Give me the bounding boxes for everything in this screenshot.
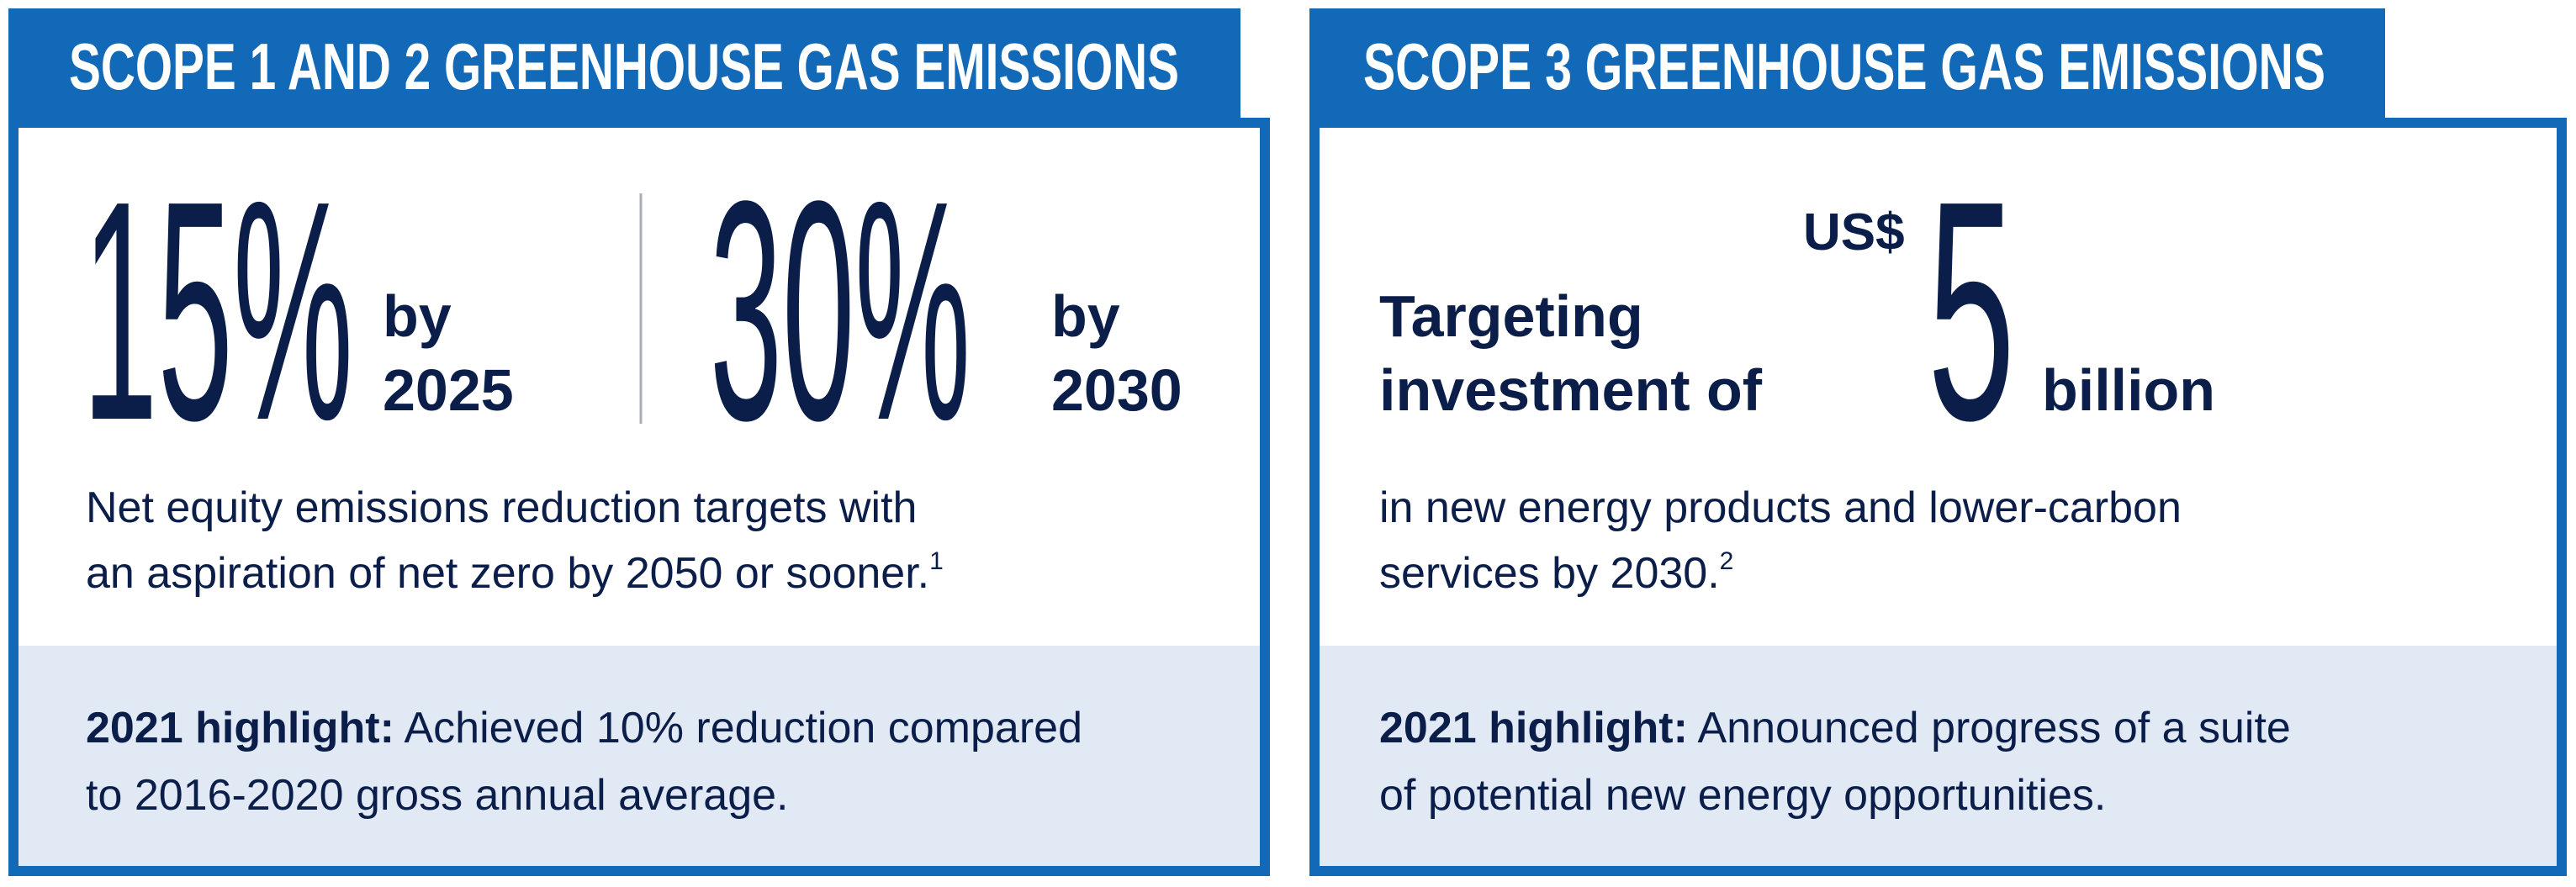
unit: billion (2042, 357, 2215, 423)
description-line: an aspiration of net zero by 2050 or soo… (86, 549, 929, 598)
highlight-label: 2021 highlight: (1379, 704, 1688, 752)
lead-text: investment of (1379, 357, 1763, 423)
target-value: 30% (710, 135, 971, 485)
footnote: 2 (1720, 547, 1734, 575)
panel-title: SCOPE 1 AND 2 GREENHOUSE GAS EMISSIONS (69, 29, 1179, 103)
highlight-band (13, 646, 1265, 871)
highlight-line: to 2016-2020 gross annual average. (86, 771, 789, 820)
description: an aspiration of net zero by 2050 or soo… (86, 547, 944, 598)
amount: 5 (1928, 135, 2015, 485)
panel-tab (1309, 8, 2385, 126)
highlight-band (1314, 646, 2562, 871)
footnote: 1 (929, 547, 944, 575)
panel-tab (8, 8, 1240, 126)
description: Net equity emissions reduction targets w… (86, 483, 917, 532)
description: in new energy products and lower-carbon (1379, 483, 2182, 532)
panel-scope-3: SCOPE 3 GREENHOUSE GAS EMISSIONS Targeti… (1309, 8, 2567, 876)
target-label: by (1051, 283, 1120, 349)
description: services by 2030.2 (1379, 547, 1733, 598)
target-value: 15% (82, 135, 353, 485)
highlight-line: Achieved 10% reduction compared (405, 704, 1082, 752)
highlight-line: Announced progress of a suite (1698, 704, 2291, 752)
lead-text: Targeting (1379, 283, 1643, 349)
panel-title: SCOPE 3 GREENHOUSE GAS EMISSIONS (1363, 29, 2325, 103)
highlight-line: of potential new energy opportunities. (1379, 771, 2106, 820)
panel-scope-1-2: SCOPE 1 AND 2 GREENHOUSE GAS EMISSIONS 1… (8, 8, 1270, 876)
highlight-label: 2021 highlight: (86, 704, 394, 752)
description-line: services by 2030. (1379, 549, 1720, 598)
target-label: 2025 (383, 357, 514, 423)
target-label: 2030 (1051, 357, 1182, 423)
currency: US$ (1803, 203, 1905, 261)
highlight: 2021 highlight: Achieved 10% reduction c… (86, 704, 1082, 752)
highlight: 2021 highlight: Announced progress of a … (1379, 704, 2291, 752)
target-label: by (383, 283, 452, 349)
